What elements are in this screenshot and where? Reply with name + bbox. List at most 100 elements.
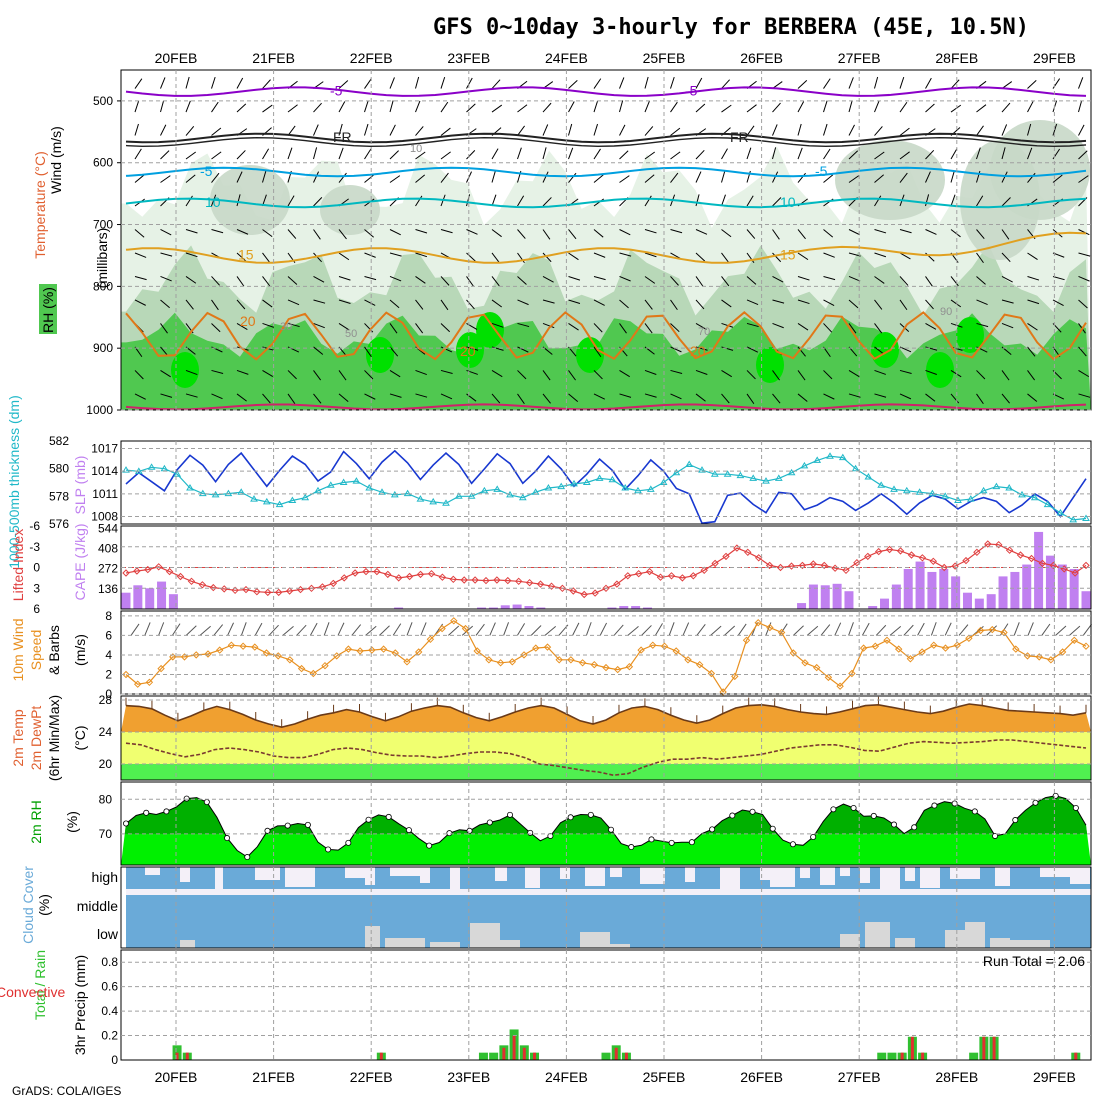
wind-barb — [185, 625, 197, 636]
wind-barb — [236, 103, 247, 113]
wind-barb — [211, 369, 224, 375]
thickness-tick-label: 580 — [49, 462, 69, 476]
wind-barb — [236, 229, 249, 235]
wind-barb — [772, 299, 785, 304]
wind-barb — [236, 276, 245, 287]
rh-marker — [992, 832, 999, 839]
lifted-marker — [384, 570, 392, 579]
axis-label-line: 2m DewPt — [28, 706, 44, 771]
lifted-marker — [842, 566, 850, 575]
wind-barb — [593, 100, 599, 113]
wind-barb — [1078, 276, 1090, 282]
cloud-gap-high — [800, 867, 810, 878]
wind-barb — [313, 322, 325, 329]
cloud-gap-high — [950, 867, 980, 879]
rh-marker — [1072, 804, 1079, 811]
wind-barb — [491, 148, 499, 160]
wind-speed-marker — [192, 651, 200, 659]
rh-axis-unit-label: (%) — [64, 811, 80, 833]
wind-barb — [806, 625, 819, 636]
wind-speed-marker — [239, 642, 247, 650]
wind-barb — [696, 623, 706, 636]
wind-barb — [262, 170, 267, 183]
wind-barb — [1027, 172, 1036, 183]
wind-barb — [542, 299, 555, 304]
wind-barb — [619, 229, 631, 236]
rh-marker — [264, 827, 271, 834]
footer-credit: GrADS: COLA/IGES — [12, 1084, 121, 1098]
wind-barb — [644, 76, 649, 89]
lifted-marker — [940, 563, 948, 572]
cape-bar — [1010, 571, 1020, 609]
thickness-marker — [646, 485, 655, 492]
precip-convective-bar — [982, 1036, 986, 1060]
rh-blob-high — [956, 317, 984, 353]
date-label-top: 23FEB — [447, 50, 490, 66]
wind-barb — [160, 252, 173, 257]
cape-bar — [157, 581, 167, 609]
thickness-marker — [992, 482, 1001, 490]
wind-barb — [337, 622, 345, 636]
wind-speed-marker — [508, 658, 517, 666]
thickness-marker — [890, 485, 898, 492]
wind-speed-marker — [625, 662, 634, 671]
wind-barb — [1069, 625, 1081, 636]
wind-speed-marker — [204, 650, 212, 658]
wind-barb — [746, 276, 757, 285]
thickness-marker — [211, 490, 220, 498]
wind-barb — [517, 346, 529, 353]
lifted-marker — [776, 563, 785, 572]
wind-barb — [823, 174, 834, 183]
isotherm-label: 10 — [780, 194, 796, 210]
axis-label-line: 2m Temp — [10, 709, 26, 767]
wind-barb — [593, 346, 602, 358]
lifted-marker — [351, 569, 359, 577]
lifted-marker — [362, 567, 370, 576]
cloud-gap-high — [255, 867, 280, 880]
wind-barb — [1001, 370, 1010, 381]
precip-tick-label: 0.4 — [101, 1004, 118, 1018]
lifted-marker — [1038, 559, 1047, 568]
wind-barb — [211, 127, 222, 136]
cloud-low-bar — [500, 940, 520, 948]
wind-barb — [695, 369, 708, 375]
wind-speed-marker — [719, 688, 727, 696]
wind-barb — [848, 276, 861, 282]
rh-blob-high — [926, 352, 954, 388]
wind-barb — [925, 323, 937, 330]
wind-barb — [746, 393, 755, 405]
wind-barb — [364, 148, 372, 160]
wind-barb — [542, 252, 552, 263]
cape-bar — [808, 584, 818, 609]
axis-label-line: CAPE (J/kg) — [72, 523, 88, 600]
slp-frame — [120, 440, 1092, 525]
wind-barb — [1078, 77, 1084, 89]
wind-speed-marker — [789, 649, 798, 657]
wind-speed-marker — [215, 646, 224, 654]
precip-total-bar — [877, 1052, 887, 1060]
wind-barb — [593, 174, 604, 183]
wind-barb — [517, 125, 526, 136]
wind-barb — [185, 126, 195, 136]
wind-barb — [415, 174, 426, 183]
lifted-marker — [798, 561, 807, 570]
cape-bar — [974, 598, 984, 609]
wind-barb — [415, 276, 426, 284]
rh-contour-label: 90 — [940, 306, 952, 318]
lifted-marker — [711, 559, 719, 568]
wind-barb — [848, 252, 861, 257]
wind-barb — [313, 102, 322, 113]
wind-speed-marker — [1047, 656, 1055, 664]
slp-axis-label: SLP (mb) — [72, 456, 88, 515]
thickness-marker — [198, 489, 207, 497]
wind-barb — [1027, 79, 1037, 89]
wind-speed-marker — [309, 669, 318, 678]
wind-barb — [695, 323, 707, 330]
wind-barb — [619, 150, 629, 160]
cloud-layer-label: middle — [77, 898, 118, 914]
surface-temp-line — [125, 403, 1087, 411]
rh-blob-high — [756, 347, 784, 383]
wind-barb — [1027, 346, 1036, 357]
cloud-low-bar — [965, 922, 985, 948]
wind-barb — [389, 252, 402, 257]
